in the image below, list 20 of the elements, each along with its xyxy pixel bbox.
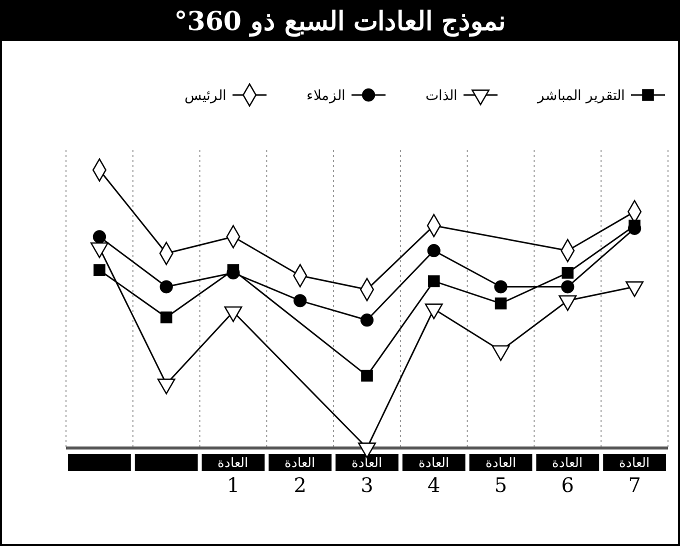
point [562, 266, 574, 279]
legend-label: الزملاء [306, 88, 346, 104]
point [160, 280, 173, 294]
legend-label: الرئيس [184, 88, 227, 104]
point [561, 280, 574, 294]
point [428, 275, 440, 288]
point [160, 311, 172, 324]
point [361, 370, 373, 382]
legend-label: التقرير المباشر [536, 88, 625, 104]
legend-label: الذات [426, 88, 458, 104]
point [294, 294, 307, 308]
point [360, 314, 374, 327]
point [628, 220, 640, 232]
point [427, 244, 440, 258]
point [227, 264, 240, 276]
point [494, 280, 508, 294]
point [94, 264, 106, 276]
point [92, 230, 106, 244]
chart-title: نموذج العادات السبع ذو 360° [174, 7, 506, 37]
point [494, 298, 507, 310]
